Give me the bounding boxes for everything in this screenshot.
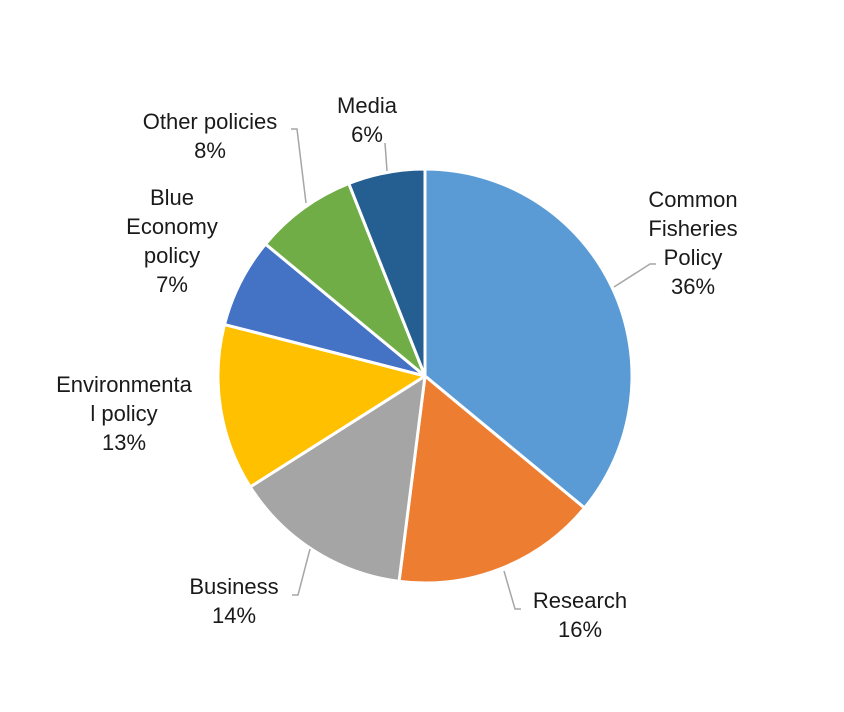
data-label-category: Economy [126,214,218,239]
data-label-category: Other policies [143,109,278,134]
data-label-category: Environmenta [56,372,193,397]
data-label-value: 13% [102,430,146,455]
data-label-research: Research 16% [533,588,627,642]
leader-line-common-fisheries-policy [613,263,656,288]
data-label-environmental-policy: Environmenta l policy 13% [56,372,193,455]
labels-layer: Common Fisheries Policy 36% Research 16% Busin… [56,93,738,642]
data-label-category: Business [189,574,278,599]
leader-line-research [503,570,521,610]
slices-layer [216,167,634,585]
pie-slice-research [397,374,586,585]
data-label-category: Research [533,588,627,613]
data-label-value: 14% [212,603,256,628]
data-label-value: 7% [156,272,188,297]
pie-slice-common-fisheries-policy [423,167,634,510]
leader-line-media [384,142,388,172]
data-label-business: Business 14% [189,574,278,628]
data-label-category: Policy [664,245,723,270]
data-label-value: 8% [194,138,226,163]
data-label-common-fisheries-policy: Common Fisheries Policy 36% [648,187,737,299]
data-label-category: Media [337,93,398,118]
pie-slice-environmental-policy [216,323,427,489]
leader-line-business [292,548,311,596]
pie-slice-other-policies [264,182,427,378]
data-label-category: Blue [150,185,194,210]
data-label-category: policy [144,243,200,268]
data-label-other-policies: Other policies 8% [143,109,278,163]
data-label-category: Fisheries [648,216,737,241]
data-label-category: l policy [90,401,157,426]
leader-lines-layer [291,128,656,610]
pie-slice-media [347,167,427,378]
data-label-value: 16% [558,617,602,642]
data-label-value: 36% [671,274,715,299]
leader-line-other-policies [291,128,307,204]
data-label-blue-economy-policy: Blue Economy policy 7% [126,185,218,297]
data-label-value: 6% [351,122,383,147]
data-label-category: Common [648,187,737,212]
pie-slice-business [248,374,427,583]
data-label-media: Media 6% [337,93,398,147]
